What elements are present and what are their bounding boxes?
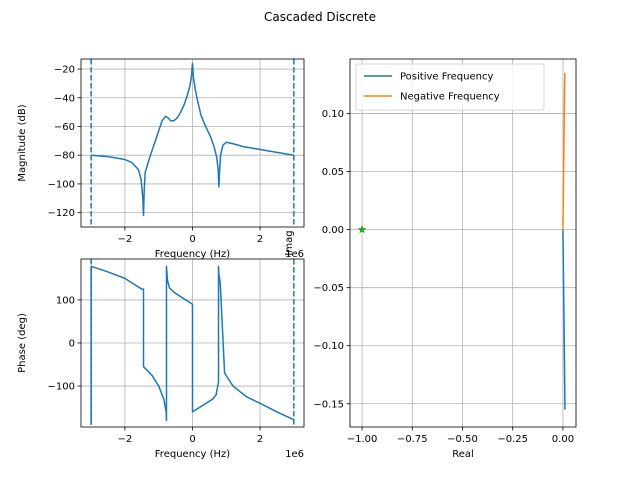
phase-series-group <box>90 265 295 425</box>
nyquist-y-axis-label: Imag <box>284 230 295 255</box>
nyquist-y-tick-label: −0.15 <box>313 399 344 410</box>
phase-y-tick-label: 100 <box>56 295 75 306</box>
magnitude-x-offset-label: 1e6 <box>285 249 304 260</box>
nyquist-legend-label-0: Positive Frequency <box>400 72 493 83</box>
magnitude-x-axis-label: Frequency (Hz) <box>155 249 231 260</box>
nyquist-y-tick-label: −0.05 <box>313 283 344 294</box>
magnitude-y-tick-label: −100 <box>48 179 75 190</box>
magnitude-x-tick-label: 0 <box>189 234 195 245</box>
magnitude-y-tick-label: −20 <box>54 65 75 76</box>
phase-x-tick-label: 0 <box>189 434 195 445</box>
nyquist-legend-label-1: Negative Frequency <box>400 92 500 103</box>
phase-series-line-0 <box>90 265 295 425</box>
nyquist-y-tick-label: 0.10 <box>322 109 344 120</box>
figure-title: Cascaded Discrete <box>264 10 376 24</box>
nyquist-y-tick-label: 0.00 <box>322 225 344 236</box>
nyquist-axes-frame <box>349 58 577 428</box>
nyquist-series-group <box>562 72 566 410</box>
nyquist-star-marker <box>357 224 367 234</box>
magnitude-x-tick-label: −2 <box>118 234 133 245</box>
magnitude-y-axis-label: Magnitude (dB) <box>17 104 28 181</box>
phase-y-tick-label: 0 <box>69 339 75 350</box>
phase-plot: −2 0 2 −100 0 100 Frequency (Hz) 1e6 Phase (deg) <box>17 258 305 460</box>
magnitude-series-group <box>91 62 294 217</box>
nyquist-x-tick-label: −0.25 <box>497 434 528 445</box>
magnitude-series-line-0 <box>91 62 294 217</box>
magnitude-y-tick-label: −80 <box>54 151 75 162</box>
nyquist-x-tick-label: −0.75 <box>397 434 428 445</box>
nyquist-y-tick-label: −0.10 <box>313 341 344 352</box>
phase-y-tick-label: −100 <box>48 382 75 393</box>
phase-x-offset-label: 1e6 <box>285 449 304 460</box>
phase-x-tick-label: 2 <box>257 434 263 445</box>
magnitude-y-tick-label: −120 <box>48 208 75 219</box>
nyquist-x-axis-label: Real <box>452 449 474 460</box>
nyquist-y-tick-label: 0.05 <box>322 167 344 178</box>
nyquist-series-line-1 <box>562 72 566 230</box>
nyquist-series-line-0 <box>562 229 566 410</box>
nyquist-legend <box>355 63 545 111</box>
nyquist-plot: −1.00 −0.75 −0.50 −0.25 0.00 −0.15 −0.10 −0.05 0… <box>284 58 577 460</box>
nyquist-x-tick-label: 0.00 <box>552 434 574 445</box>
phase-x-axis-label: Frequency (Hz) <box>155 449 231 460</box>
phase-x-tick-label: −2 <box>118 434 133 445</box>
nyquist-plot-area <box>350 59 576 427</box>
magnitude-x-tick-label: 2 <box>257 234 263 245</box>
nyquist-x-tick-label: −0.50 <box>447 434 478 445</box>
nyquist-x-tick-label: −1.00 <box>347 434 378 445</box>
magnitude-y-tick-label: −40 <box>54 93 75 104</box>
phase-y-axis-label: Phase (deg) <box>17 313 28 373</box>
magnitude-y-tick-label: −60 <box>54 122 75 133</box>
